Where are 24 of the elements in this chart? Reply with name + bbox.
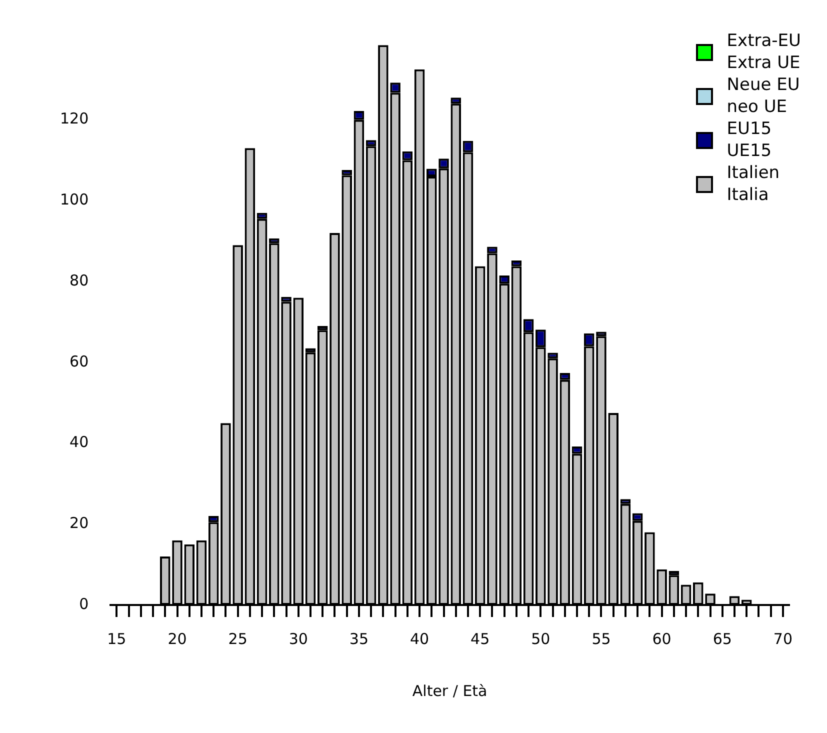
x-tick-label: 35 (349, 630, 369, 648)
x-tick-label: 70 (773, 630, 792, 648)
y-tick-label: 20 (70, 514, 89, 532)
legend-label: Neue EU neo UE (726, 74, 800, 118)
legend-label: Italien Italia (726, 162, 780, 206)
x-tick-label: 50 (531, 630, 550, 648)
x-tick-label: 55 (592, 630, 611, 648)
x-tick-label: 20 (168, 630, 187, 648)
y-tick-label: 40 (70, 433, 89, 452)
x-tick-label: 40 (410, 630, 430, 648)
x-tick-label: 60 (652, 630, 672, 648)
x-tick-label: 45 (470, 630, 490, 648)
x-tick-label: 30 (288, 630, 308, 648)
legend-label: EU15 UE15 (726, 118, 772, 162)
x-tick-label: 65 (712, 630, 732, 648)
y-tick-label: 0 (79, 594, 89, 613)
x-tick-label: 15 (107, 630, 126, 648)
y-tick-label: 80 (70, 271, 89, 290)
y-tick-label: 120 (60, 110, 89, 128)
y-tick-label: 60 (70, 352, 89, 370)
x-tick-label: 25 (228, 630, 248, 648)
x-axis-title: Alter / Età (412, 682, 488, 700)
y-tick-label: 100 (60, 190, 89, 209)
legend-label: Extra-EU Extra UE (726, 30, 801, 74)
